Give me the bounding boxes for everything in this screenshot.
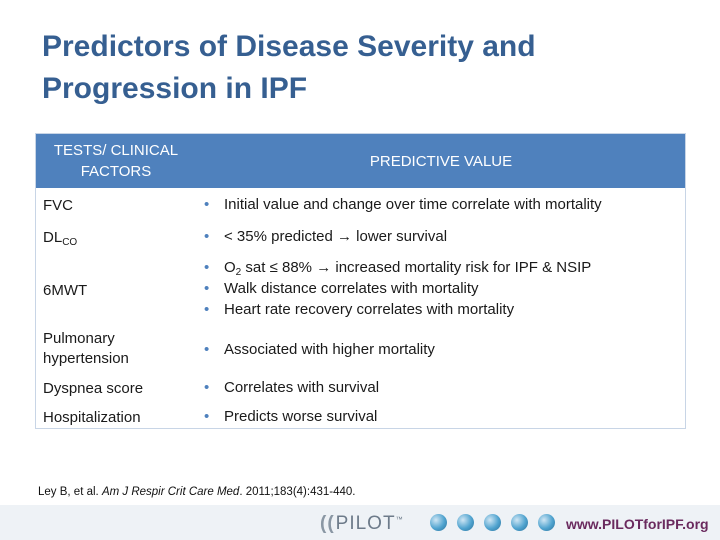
table-row: 6MWT • O2 sat ≤ 88% → increased mortalit… xyxy=(36,257,685,323)
bullet-text: Heart rate recovery correlates with mort… xyxy=(224,301,515,318)
row-label-hospitalization: Hospitalization xyxy=(43,409,141,426)
globe-icon xyxy=(457,514,474,531)
citation-details: . 2011;183(4):431-440. xyxy=(239,486,356,498)
row-label-pulmonary-hypertension: Pulmonary hypertension xyxy=(43,329,193,369)
row-label-dyspnea-score: Dyspnea score xyxy=(43,380,144,397)
header-left-line-1: TESTS/ CLINICAL xyxy=(53,142,179,159)
citation-authors: Ley B, et al. xyxy=(38,486,99,498)
header-predictive-value: PREDICTIVE VALUE xyxy=(369,153,513,170)
bullet-icon: • xyxy=(204,259,210,276)
title-line-2: Progression in IPF xyxy=(42,72,308,105)
predictors-table: TESTS/ CLINICAL FACTORS PREDICTIVE VALUE… xyxy=(35,133,686,429)
ph-line-2: hypertension xyxy=(43,350,129,367)
bullet-icon: • xyxy=(204,196,210,213)
footer-url-link[interactable]: www.PILOTforIPF.org xyxy=(566,516,709,532)
table-header: TESTS/ CLINICAL FACTORS PREDICTIVE VALUE xyxy=(36,134,685,188)
globe-icon xyxy=(511,514,528,531)
bullet-icon: • xyxy=(204,301,210,318)
o2-outcome: increased mortality risk for IPF & NSIP xyxy=(335,259,592,276)
footer-bar: ((PILOT™ www.PILOTforIPF.org xyxy=(0,505,720,540)
bullet-icon: • xyxy=(204,379,210,396)
table-row: Pulmonary hypertension • Associated with… xyxy=(36,329,685,371)
bullet-icon: • xyxy=(204,228,210,245)
header-left-line-2: FACTORS xyxy=(80,163,152,180)
dlco-sub: CO xyxy=(62,237,78,248)
row-label-6mwt: 6MWT xyxy=(43,282,88,299)
dlco-outcome: lower survival xyxy=(356,228,448,245)
arrow-right-icon: → xyxy=(316,259,332,276)
o2-sub: 2 xyxy=(235,267,242,278)
globe-icon xyxy=(430,514,447,531)
citation: Ley B, et al. Am J Respir Crit Care Med.… xyxy=(38,486,355,498)
bullet-icon: • xyxy=(204,408,210,425)
globe-icon xyxy=(538,514,555,531)
dlco-main: DL xyxy=(43,229,63,246)
bullet-icon: • xyxy=(204,280,210,297)
row-label-dlco: DLCO xyxy=(43,228,193,248)
header-tests-clinical-factors: TESTS/ CLINICAL FACTORS xyxy=(36,140,196,182)
slide-title: Predictors of Disease Severity and Progr… xyxy=(42,26,662,110)
title-line-1: Predictors of Disease Severity and xyxy=(42,30,536,63)
o2-main: O xyxy=(224,259,236,276)
bullet-text: < 35% predicted → lower survival xyxy=(224,226,447,247)
row-label-fvc: FVC xyxy=(43,197,73,214)
globe-icon xyxy=(484,514,501,531)
dlco-threshold: < 35% predicted xyxy=(224,228,333,245)
table-row: Hospitalization • Predicts worse surviva… xyxy=(36,406,685,430)
bullet-text: O2 sat ≤ 88% → increased mortality risk … xyxy=(224,257,591,278)
table-row: DLCO • < 35% predicted → lower survival xyxy=(36,226,685,250)
trademark-symbol: ™ xyxy=(395,516,404,524)
bullet-text: Walk distance correlates with mortality xyxy=(224,280,479,297)
pilot-mark-icon: (( xyxy=(320,513,335,534)
pilot-logo-text: PILOT xyxy=(335,513,396,534)
bullet-text: Predicts worse survival xyxy=(224,408,378,425)
bullet-icon: • xyxy=(204,341,210,358)
bullet-text: Correlates with survival xyxy=(224,379,380,396)
bullet-text: Associated with higher mortality xyxy=(224,341,435,358)
ph-line-1: Pulmonary xyxy=(43,330,115,347)
citation-journal: Am J Respir Crit Care Med xyxy=(101,486,240,498)
table-row: FVC • Initial value and change over time… xyxy=(36,194,685,218)
arrow-right-icon: → xyxy=(337,228,352,245)
pilot-logo: ((PILOT™ xyxy=(320,513,404,535)
table-row: Dyspnea score • Correlates with survival xyxy=(36,377,685,401)
o2-sat-threshold: sat ≤ 88% xyxy=(241,259,313,276)
bullet-text: Initial value and change over time corre… xyxy=(224,196,602,213)
